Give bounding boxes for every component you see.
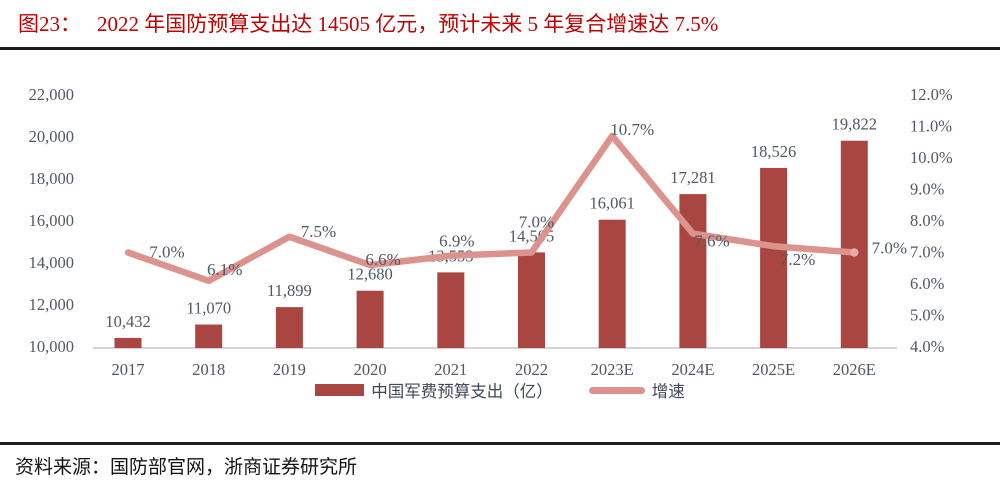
x-axis-label: 2019 [273,360,306,379]
x-axis-label: 2026E [833,360,876,379]
y-axis-right-tick: 11.0% [910,117,952,136]
top-divider [0,47,1000,50]
bar-value-label: 19,822 [832,115,877,134]
bar-series-swatch [315,384,365,396]
bar-2017 [114,337,142,348]
growth-point-label: 7.0% [872,239,907,258]
figure-number: 图23： [18,12,81,36]
bar-2025E [760,167,788,348]
y-axis-right-tick: 6.0% [910,274,945,293]
bar-2023E [598,219,626,348]
chart-legend: 中国军费预算支出（亿） 增速 [0,378,1000,402]
x-axis-label: 2025E [752,360,795,379]
x-axis-label: 2021 [434,360,467,379]
y-axis-right-tick: 10.0% [910,148,953,167]
bar-2021 [437,272,465,348]
y-axis-left-tick: 18,000 [29,169,74,188]
y-axis-left-tick: 20,000 [29,127,74,146]
line-series-swatch [588,386,645,394]
legend-bar-label: 中国军费预算支出（亿） [371,382,553,401]
y-axis-right-tick: 8.0% [910,211,945,230]
y-axis-right-tick: 9.0% [910,180,945,199]
growth-point-label: 7.0% [149,243,184,262]
growth-point-label: 7.6% [694,232,729,251]
defense-budget-combo-chart: 22,000 20,000 18,000 16,000 14,000 12,000 10,0… [29,85,953,379]
bar-value-label: 18,526 [751,142,796,161]
x-axis-label: 2022 [515,360,548,379]
bar-2018 [195,324,223,348]
y-axis-right-tick: 5.0% [910,306,945,325]
x-axis-label: 2024E [671,360,714,379]
legend-line-label: 增速 [651,382,685,401]
growth-point-label: 10.7% [610,120,654,139]
y-axis-right-tick: 4.0% [910,337,945,356]
growth-point-label: 7.0% [519,213,554,232]
x-axis-label: 2018 [192,360,225,379]
bar-value-label: 17,281 [670,168,715,187]
figure-title: 图23： 2022 年国防预算支出达 14505 亿元，预计未来 5 年复合增速达… [18,11,718,37]
x-axis-label: 2017 [112,360,145,379]
bar-2022 [518,252,545,348]
y-axis-left-tick: 12,000 [29,295,74,314]
bar-value-label: 11,070 [186,299,231,318]
growth-line [124,132,858,285]
bar-2019 [275,307,303,348]
bottom-divider [0,442,1000,445]
bar-value-label: 11,899 [267,281,312,300]
bar-value-label: 16,061 [590,194,635,213]
growth-point-label: 7.5% [301,222,336,241]
legend-item-bars: 中国军费预算支出（亿） [315,378,553,402]
legend-item-line: 增速 [588,378,685,402]
source-note: 资料来源：国防部官网，浙商证券研究所 [15,457,358,478]
y-axis-left-tick: 16,000 [29,211,74,230]
y-axis-left-tick: 10,000 [29,337,74,356]
bar-value-label: 12,680 [347,265,392,284]
growth-line-end-dot [850,248,859,257]
y-axis-left-tick: 14,000 [29,253,74,272]
y-axis-left-tick: 22,000 [29,85,74,104]
x-axis-label: 2020 [354,360,387,379]
growth-point-label: 6.6% [365,250,400,269]
x-axis-label: 2023E [591,360,634,379]
growth-point-label: 6.1% [207,260,242,279]
bar-2026E [840,140,868,348]
bar-value-label: 10,432 [105,312,150,331]
y-axis-right-tick: 12.0% [910,85,953,104]
figure-title-text: 2022 年国防预算支出达 14505 亿元，预计未来 5 年复合增速达 7.5… [97,12,719,36]
bar-2020 [356,290,384,348]
y-axis-right-tick: 7.0% [910,243,945,262]
growth-point-label: 6.9% [439,232,474,251]
growth-point-label: 7.2% [780,250,815,269]
